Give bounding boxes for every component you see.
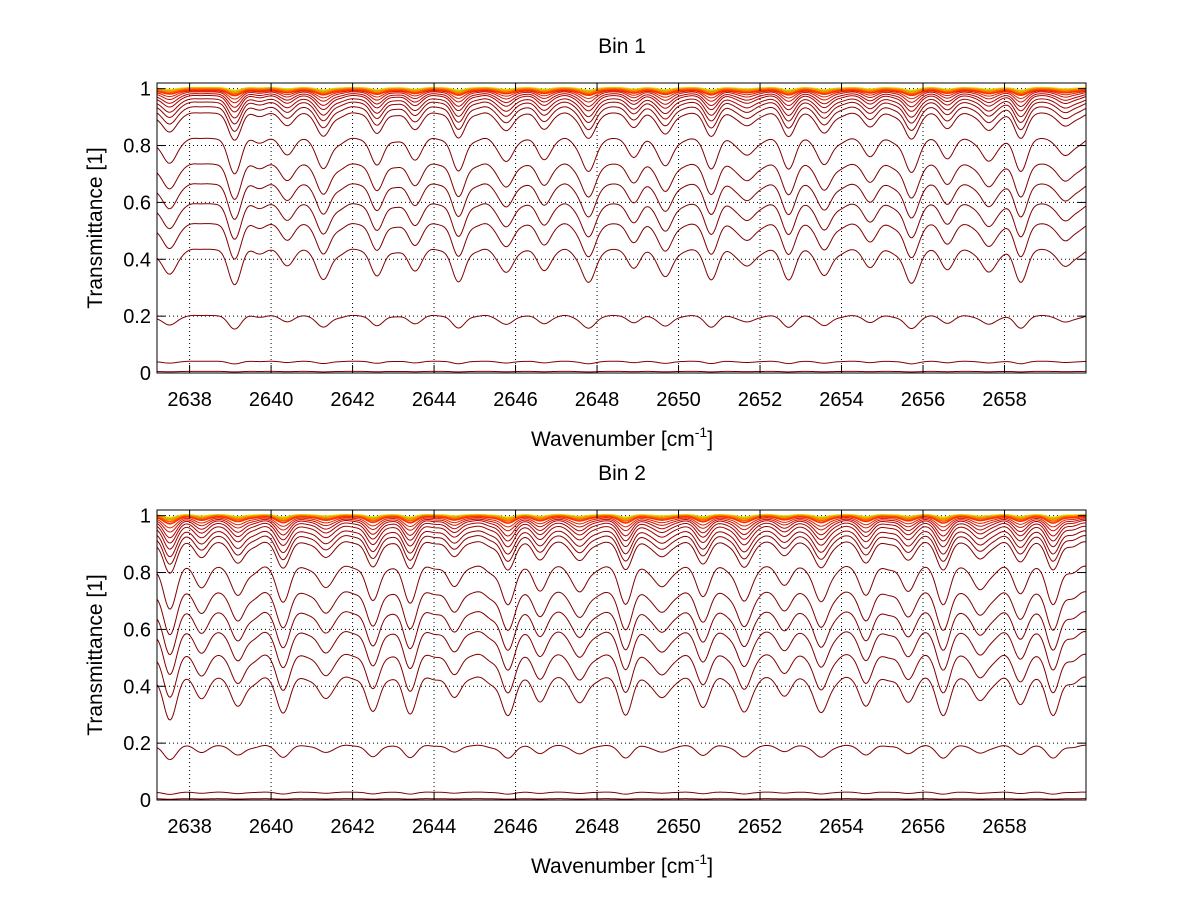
- series-line: [156, 798, 1086, 800]
- x-tick-label: 2652: [738, 816, 783, 838]
- x-axis-ticks: 2638 2640 2642 2644 2646 2648 2650 2652 2654 2656…: [167, 510, 1027, 838]
- series-line: [156, 525, 1087, 550]
- series-line: [156, 183, 1087, 220]
- x-tick-label: 2640: [249, 389, 293, 411]
- series-line: [156, 93, 1087, 108]
- x-axis-label-end: ]: [707, 855, 713, 878]
- plot-area: [156, 86, 1087, 373]
- y-tick-label: 0.6: [123, 619, 151, 641]
- x-tick-label: 2658: [982, 389, 1027, 411]
- chart-panel-bin-1: Bin 1 2638 2640 2642 2644 2646 2648 2650 2652 26…: [84, 35, 1087, 451]
- y-tick-label: 0.6: [123, 192, 151, 214]
- x-tick-label: 2644: [412, 389, 457, 411]
- y-tick-label: 0: [140, 363, 151, 385]
- series-line: [156, 530, 1087, 558]
- series-line: [156, 112, 1087, 141]
- chart-title: Bin 1: [598, 35, 646, 58]
- series-line: [156, 370, 1087, 373]
- x-axis-label-superscript: -1: [695, 424, 708, 440]
- x-tick-label: 2638: [167, 816, 212, 838]
- x-axis-ticks: 2638 2640 2642 2644 2646 2648 2650 2652 2654 2656…: [167, 83, 1027, 411]
- series-line: [156, 137, 1087, 175]
- series-line: [156, 203, 1087, 240]
- y-axis-ticks: 0 0.2 0.4 0.6 0.8 1: [123, 506, 1086, 812]
- series-line: [156, 591, 1087, 636]
- y-tick-label: 0: [140, 790, 151, 812]
- series-line: [156, 676, 1087, 721]
- x-tick-label: 2656: [901, 389, 946, 411]
- x-axis-label-end: ]: [707, 428, 713, 451]
- x-tick-label: 2638: [167, 389, 212, 411]
- x-tick-label: 2658: [982, 816, 1027, 838]
- y-tick-label: 1: [140, 506, 151, 528]
- x-tick-label: 2654: [819, 816, 864, 838]
- series-line: [156, 520, 1087, 539]
- y-tick-label: 0.2: [123, 733, 151, 755]
- series-line: [156, 541, 1087, 574]
- series-line: [156, 515, 1087, 525]
- series-line: [156, 163, 1087, 200]
- y-tick-label: 0.8: [123, 136, 151, 158]
- x-axis-label: Wavenumber [cm-1]: [531, 424, 713, 451]
- y-tick-label: 0.2: [123, 306, 151, 328]
- y-axis-ticks: 0 0.2 0.4 0.6 0.8 1: [123, 79, 1086, 385]
- series-line: [156, 95, 1087, 113]
- y-axis-label: Transmittance [1]: [84, 574, 107, 735]
- x-tick-label: 2652: [738, 389, 783, 411]
- chart-panel-bin-2: Bin 2 2638 2640 2642 2644 2646 2648 2650 2652 26…: [84, 462, 1087, 878]
- series-line: [156, 522, 1087, 544]
- series-line: [156, 535, 1087, 565]
- series-line: [156, 565, 1087, 610]
- series-line: [156, 515, 1087, 523]
- x-axis-label-text: Wavenumber [cm: [531, 428, 695, 451]
- series-line: [156, 98, 1087, 119]
- series-line: [156, 791, 1086, 795]
- axes-frame: [156, 82, 1087, 374]
- x-tick-label: 2650: [656, 816, 701, 838]
- x-tick-label: 2646: [493, 389, 538, 411]
- series-line: [156, 90, 1087, 100]
- x-tick-label: 2642: [330, 816, 375, 838]
- series-line: [156, 314, 1087, 330]
- y-axis-label: Transmittance [1]: [84, 147, 107, 308]
- x-axis-label-superscript: -1: [695, 851, 708, 867]
- series-line: [156, 91, 1087, 104]
- x-tick-label: 2654: [819, 389, 864, 411]
- x-tick-label: 2640: [249, 816, 293, 838]
- x-tick-label: 2646: [493, 816, 538, 838]
- series-line: [156, 223, 1087, 260]
- axes-frame: [156, 509, 1087, 801]
- series-line: [156, 89, 1087, 97]
- x-axis-label-text: Wavenumber [cm: [531, 855, 695, 878]
- y-tick-label: 0.4: [123, 676, 151, 698]
- x-tick-label: 2644: [412, 816, 457, 838]
- x-tick-label: 2648: [575, 816, 620, 838]
- series-line: [156, 106, 1087, 132]
- x-axis-label: Wavenumber [cm-1]: [531, 851, 713, 878]
- series-line: [156, 101, 1087, 125]
- series-line: [156, 631, 1087, 676]
- x-tick-label: 2650: [656, 389, 701, 411]
- series-line: [156, 653, 1087, 698]
- y-tick-label: 1: [140, 79, 151, 101]
- series-line: [156, 88, 1087, 95]
- y-tick-label: 0.8: [123, 563, 151, 585]
- x-tick-label: 2642: [330, 389, 375, 411]
- series-line: [156, 518, 1087, 533]
- plot-area: [156, 513, 1087, 800]
- series-line: [156, 611, 1087, 656]
- y-tick-label: 0.4: [123, 249, 151, 271]
- x-tick-label: 2648: [575, 389, 620, 411]
- x-tick-label: 2656: [901, 816, 946, 838]
- series-line: [156, 517, 1087, 529]
- chart-title: Bin 2: [598, 462, 646, 485]
- series-line: [156, 744, 1087, 761]
- series-line: [156, 248, 1087, 286]
- series-line: [156, 360, 1087, 365]
